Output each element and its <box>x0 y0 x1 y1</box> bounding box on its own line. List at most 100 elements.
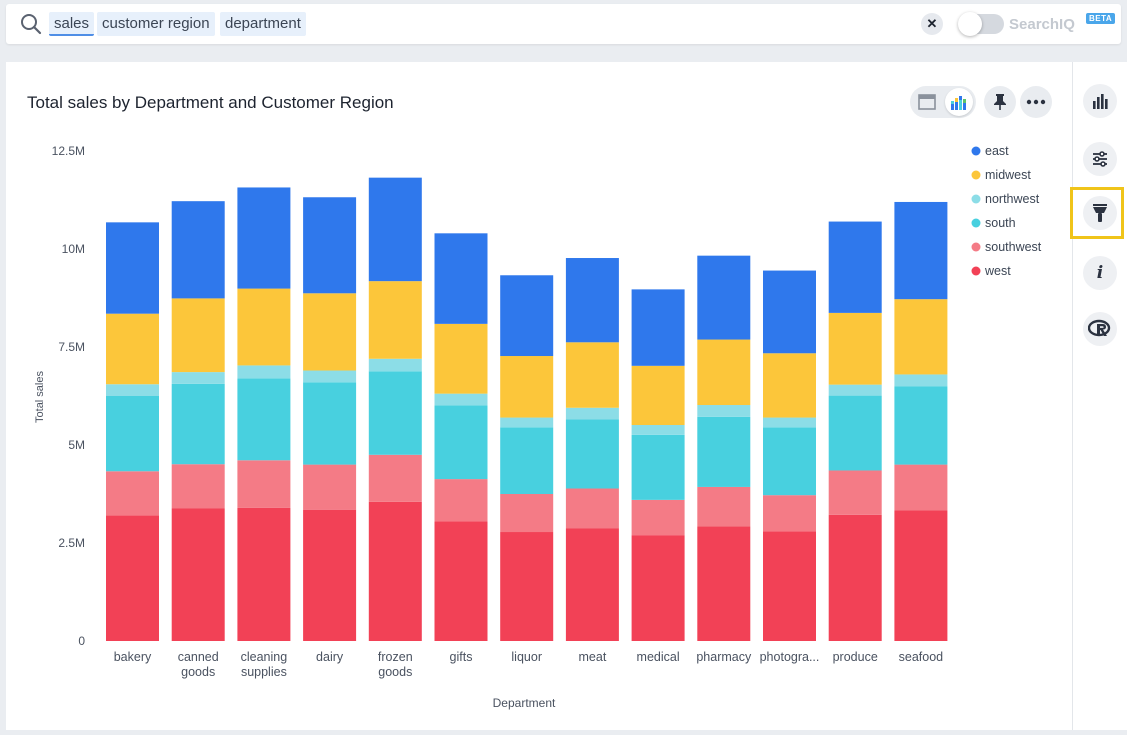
bar-segment-west[interactable] <box>565 528 619 641</box>
bar-segment-south[interactable] <box>763 427 816 496</box>
bar-segment-east[interactable] <box>303 197 357 294</box>
bar-segment-west[interactable] <box>171 508 225 641</box>
bar-segment-southwest[interactable] <box>237 460 291 508</box>
bar-segment-west[interactable] <box>303 509 357 641</box>
bar-segment-east[interactable] <box>631 289 685 366</box>
bar-segment-west[interactable] <box>631 535 685 641</box>
bar-segment-southwest[interactable] <box>565 488 619 529</box>
bar-segment-midwest[interactable] <box>763 353 816 418</box>
bar-segment-east[interactable] <box>434 233 488 324</box>
bar-segment-southwest[interactable] <box>368 454 422 502</box>
more-options-button[interactable] <box>1020 86 1052 118</box>
search-bar[interactable]: sales customer region department ✕ Searc… <box>6 4 1121 44</box>
pin-button[interactable] <box>984 86 1016 118</box>
bar-segment-west[interactable] <box>434 521 488 641</box>
bar-segment-southwest[interactable] <box>763 495 816 532</box>
bar-segment-southwest[interactable] <box>894 464 948 511</box>
chart-type-button[interactable] <box>1083 84 1117 118</box>
search-token-customer-region[interactable]: customer region <box>97 12 215 36</box>
view-toggle[interactable] <box>910 86 976 118</box>
legend-label-west[interactable]: west <box>984 264 1011 278</box>
bar-segment-northwest[interactable] <box>894 374 948 387</box>
bar-segment-south[interactable] <box>368 371 422 455</box>
table-view-icon[interactable] <box>917 92 937 112</box>
legend-label-east[interactable]: east <box>985 144 1009 158</box>
bar-segment-southwest[interactable] <box>631 499 685 536</box>
bar-segment-south[interactable] <box>500 427 554 494</box>
bar-segment-south[interactable] <box>434 405 488 480</box>
bar-segment-midwest[interactable] <box>368 281 422 359</box>
bar-segment-midwest[interactable] <box>237 288 291 366</box>
bar-segment-northwest[interactable] <box>697 405 751 417</box>
bar-segment-south[interactable] <box>565 419 619 489</box>
bar-segment-northwest[interactable] <box>434 393 488 406</box>
bar-segment-northwest[interactable] <box>106 384 159 396</box>
bar-segment-south[interactable] <box>631 434 685 500</box>
configure-button[interactable] <box>1083 142 1117 176</box>
bar-segment-southwest[interactable] <box>697 486 751 527</box>
bar-segment-northwest[interactable] <box>828 384 882 396</box>
info-button[interactable]: i <box>1083 256 1117 290</box>
bar-segment-midwest[interactable] <box>697 339 751 406</box>
bar-segment-east[interactable] <box>106 222 159 314</box>
bar-segment-west[interactable] <box>697 526 751 641</box>
bar-segment-southwest[interactable] <box>434 479 488 522</box>
bar-segment-northwest[interactable] <box>303 370 357 383</box>
bar-segment-southwest[interactable] <box>171 464 225 509</box>
bar-segment-southwest[interactable] <box>303 464 357 510</box>
bar-segment-south[interactable] <box>828 395 882 471</box>
bar-segment-northwest[interactable] <box>171 372 225 384</box>
r-analysis-button[interactable] <box>1083 312 1117 346</box>
bar-segment-south[interactable] <box>106 396 159 472</box>
bar-segment-south[interactable] <box>303 382 357 465</box>
bar-segment-east[interactable] <box>500 275 554 357</box>
bar-segment-east[interactable] <box>368 177 422 282</box>
bar-segment-east[interactable] <box>894 201 948 300</box>
bar-segment-west[interactable] <box>894 510 948 641</box>
bar-segment-west[interactable] <box>763 531 816 641</box>
bar-segment-southwest[interactable] <box>500 494 554 533</box>
bar-segment-northwest[interactable] <box>368 358 422 372</box>
legend-label-midwest[interactable]: midwest <box>985 168 1031 182</box>
bar-segment-midwest[interactable] <box>106 313 159 385</box>
legend-label-southwest[interactable]: southwest <box>985 240 1042 254</box>
bar-segment-midwest[interactable] <box>565 342 619 408</box>
bar-segment-midwest[interactable] <box>631 365 685 426</box>
bar-segment-northwest[interactable] <box>237 365 291 379</box>
bar-segment-west[interactable] <box>368 501 422 641</box>
bar-segment-west[interactable] <box>500 532 554 641</box>
bar-segment-midwest[interactable] <box>171 298 225 373</box>
searchiq-toggle[interactable] <box>958 12 1004 36</box>
bar-segment-northwest[interactable] <box>631 425 685 435</box>
bar-segment-south[interactable] <box>697 416 751 487</box>
legend-label-northwest[interactable]: northwest <box>985 192 1040 206</box>
bar-segment-east[interactable] <box>171 201 225 299</box>
format-button[interactable] <box>1083 196 1117 230</box>
bar-segment-east[interactable] <box>763 270 816 354</box>
bar-segment-west[interactable] <box>106 515 159 641</box>
bar-segment-midwest[interactable] <box>500 356 554 418</box>
bar-segment-northwest[interactable] <box>763 417 816 428</box>
bar-segment-northwest[interactable] <box>565 407 619 420</box>
bar-segment-midwest[interactable] <box>434 323 488 394</box>
bar-segment-south[interactable] <box>237 378 291 461</box>
search-token-sales[interactable]: sales <box>49 12 95 36</box>
search-icon[interactable] <box>20 13 42 35</box>
bar-segment-midwest[interactable] <box>828 312 882 385</box>
search-token-department[interactable]: department <box>220 12 306 36</box>
bar-segment-midwest[interactable] <box>303 293 357 371</box>
legend-label-south[interactable]: south <box>985 216 1016 230</box>
bar-segment-west[interactable] <box>828 514 882 641</box>
bar-segment-southwest[interactable] <box>106 471 159 516</box>
bar-segment-east[interactable] <box>565 258 619 343</box>
chart-view-button[interactable] <box>945 88 973 116</box>
bar-segment-west[interactable] <box>237 507 291 641</box>
bar-segment-south[interactable] <box>894 386 948 465</box>
bar-segment-midwest[interactable] <box>894 299 948 375</box>
bar-segment-east[interactable] <box>828 221 882 313</box>
bar-segment-northwest[interactable] <box>500 417 554 428</box>
clear-search-button[interactable]: ✕ <box>921 13 943 35</box>
bar-segment-southwest[interactable] <box>828 470 882 515</box>
bar-segment-south[interactable] <box>171 383 225 465</box>
bar-segment-east[interactable] <box>697 255 751 340</box>
